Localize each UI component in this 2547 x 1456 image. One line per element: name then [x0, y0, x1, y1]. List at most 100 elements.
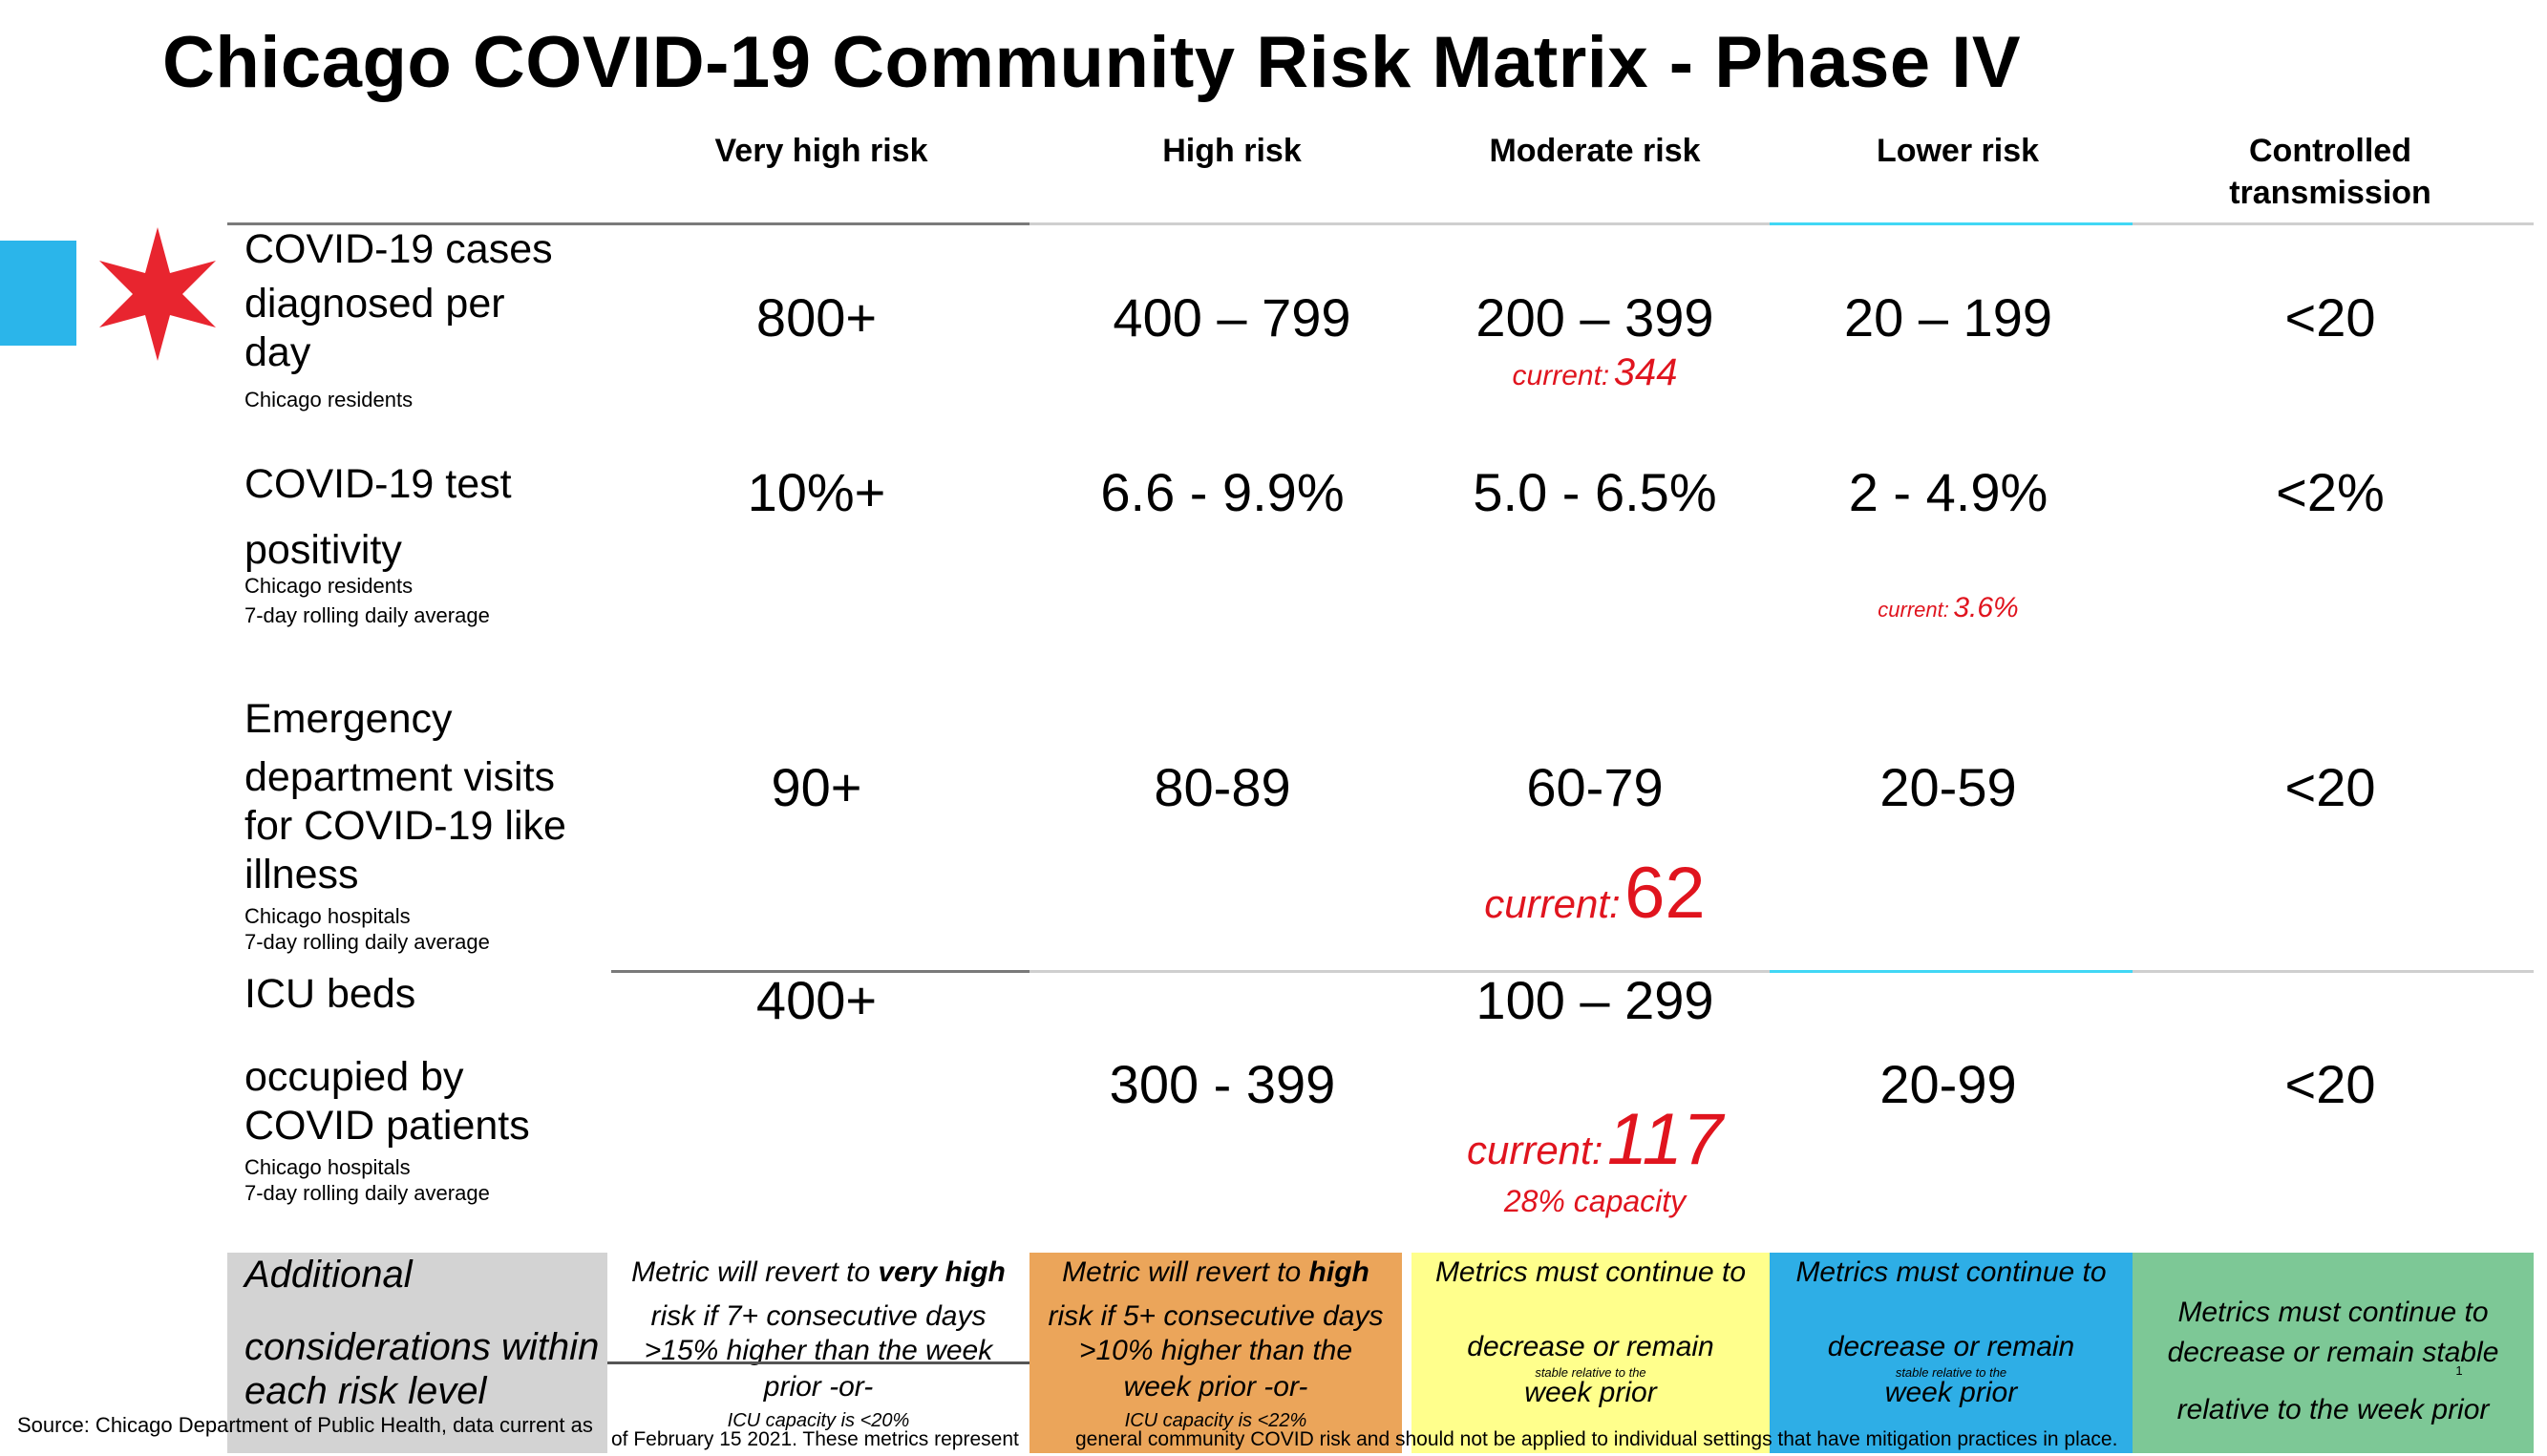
current-label: current: — [1484, 881, 1621, 926]
considerations-line: Metrics must continue to — [1434, 1256, 1747, 1288]
ed-current: current: 62 — [1413, 852, 1776, 935]
row-label-line: occupied by — [244, 1054, 464, 1100]
row-divider-cyan — [1770, 970, 2133, 973]
considerations-line: week prior — [1884, 1377, 2018, 1408]
current-label: current: — [1878, 598, 1949, 622]
row-label-line: illness — [244, 852, 359, 897]
row-label-line: Emergency — [244, 696, 453, 742]
row-sublabel: Chicago hospitals — [244, 904, 411, 928]
row-label-ed: Emergency department visits for COVID-19… — [244, 695, 626, 955]
column-header-controlled: Controlled transmission — [2139, 130, 2521, 214]
row-label-line: COVID-19 cases — [244, 226, 553, 272]
considerations-very-high-text: Metric will revert to very high risk if … — [607, 1253, 1029, 1407]
considerations-line: decrease or remain — [1827, 1331, 2075, 1362]
considerations-line: >15% higher than the week — [644, 1335, 993, 1366]
icu-moderate-value: 100 – 299 — [1475, 970, 1714, 1030]
row-label-line: department visits — [244, 754, 556, 800]
source-note-part1: Source: Chicago Department of Public Hea… — [17, 1413, 593, 1437]
considerations-line: Metric will revert to high — [1029, 1253, 1402, 1293]
ed-high-value: 80-89 — [1154, 757, 1291, 817]
considerations-tiny-text: stable relative to the — [1895, 1365, 2007, 1380]
row-divider-light-right — [2133, 970, 2534, 973]
considerations-line: week prior -or- — [1123, 1371, 1308, 1403]
cases-moderate-value: 200 – 399 — [1475, 287, 1714, 348]
current-value: 117 — [1606, 1099, 1723, 1180]
ed-controlled-value: <20 — [2284, 757, 2376, 817]
column-header-high: High risk — [1162, 133, 1302, 169]
cases-very-high-value: 800+ — [755, 287, 878, 348]
column-header-moderate: Moderate risk — [1489, 133, 1701, 169]
footnote-marker: 1 — [2455, 1363, 2463, 1378]
column-header-very-high: Very high risk — [714, 133, 928, 169]
positivity-moderate-value: 5.0 - 6.5% — [1473, 462, 1717, 522]
considerations-line: prior -or- — [763, 1371, 874, 1403]
current-value: 344 — [1613, 351, 1678, 393]
source-note-part2: of February 15 2021. These metrics repre… — [611, 1428, 1019, 1450]
considerations-very-high-cell: Metric will revert to very high risk if … — [607, 1253, 1029, 1453]
ed-very-high-value: 90+ — [771, 757, 862, 817]
row-label-line: COVID-19 test — [244, 461, 512, 507]
considerations-moderate-cell: Metrics must continue to decrease or rem… — [1411, 1253, 1770, 1453]
considerations-line: Metric will revert to very high — [607, 1253, 1029, 1293]
cases-high-value: 400 – 799 — [1113, 287, 1351, 348]
considerations-label: Additional considerations within each ri… — [244, 1253, 599, 1413]
header-divider — [227, 222, 1029, 225]
considerations-controlled-cell: 1 Metrics must continue to decrease or r… — [2133, 1253, 2534, 1453]
chicago-star-icon — [99, 227, 216, 361]
cases-lower-value: 20 – 199 — [1844, 287, 2052, 348]
current-value: 62 — [1624, 853, 1706, 934]
icu-high-value: 300 - 399 — [1109, 1054, 1336, 1114]
considerations-high-text: Metric will revert to high risk if 5+ co… — [1029, 1253, 1402, 1407]
column-header-controlled-line1: Controlled — [2249, 133, 2411, 169]
considerations-divider — [607, 1361, 1029, 1364]
header-divider-cyan — [1770, 222, 2133, 225]
considerations-line: >10% higher than the — [1078, 1335, 1353, 1366]
current-label: current: — [1512, 360, 1610, 391]
considerations-emphasis: very high — [878, 1256, 1006, 1288]
row-divider — [611, 970, 1029, 973]
row-sublabel: 7-day rolling daily average — [244, 1181, 490, 1205]
row-sublabel: Chicago residents — [244, 574, 414, 598]
positivity-high-value: 6.6 - 9.9% — [1100, 462, 1345, 522]
considerations-tiny-text: stable relative to the — [1535, 1365, 1646, 1380]
considerations-line: week prior — [1524, 1377, 1657, 1408]
row-label-line: diagnosed per — [244, 281, 505, 327]
blue-bar — [0, 241, 76, 346]
positivity-current: current: 3.6% — [1767, 592, 2130, 624]
icu-very-high-value: 400+ — [755, 970, 878, 1030]
page-title: Chicago COVID-19 Community Risk Matrix -… — [162, 22, 2022, 103]
considerations-label-line: Additional — [244, 1254, 413, 1296]
row-label-positivity: COVID-19 test positivity Chicago residen… — [244, 460, 607, 628]
icu-lower-value: 20-99 — [1879, 1054, 2017, 1114]
ed-moderate-value: 60-79 — [1526, 757, 1664, 817]
current-label: current: — [1466, 1128, 1603, 1172]
row-label-line: for COVID-19 like — [244, 803, 566, 849]
icu-capacity-note: ICU capacity is <20% — [727, 1410, 910, 1431]
cases-current: current: 344 — [1413, 351, 1776, 394]
considerations-controlled-text: Metrics must continue to decrease or rem… — [2133, 1293, 2534, 1430]
row-divider-light — [1029, 970, 1770, 973]
considerations-high-cell: Metric will revert to high risk if 5+ co… — [1029, 1253, 1402, 1453]
considerations-moderate-text: Metrics must continue to decrease or rem… — [1411, 1253, 1770, 1367]
positivity-controlled-value: <2% — [2276, 462, 2385, 522]
row-label-line: positivity — [244, 527, 402, 573]
considerations-line: decrease or remain stable — [2167, 1337, 2499, 1368]
cases-controlled-value: <20 — [2284, 287, 2376, 348]
considerations-line: risk if 5+ consecutive days — [1048, 1300, 1384, 1332]
considerations-label-line: considerations within — [244, 1326, 600, 1368]
current-value: 3.6% — [1953, 592, 2019, 623]
considerations-line-text: Metric will revert to — [1062, 1256, 1309, 1288]
considerations-line: risk if 7+ consecutive days — [650, 1300, 987, 1332]
row-sublabel: 7-day rolling daily average — [244, 603, 490, 627]
row-label-line: day — [244, 329, 311, 375]
row-label-line: ICU beds — [244, 971, 416, 1017]
considerations-emphasis: high — [1308, 1256, 1369, 1288]
row-sublabel: Chicago residents — [244, 388, 414, 411]
row-label-icu: ICU beds occupied by COVID patients Chic… — [244, 970, 626, 1206]
ed-lower-value: 20-59 — [1879, 757, 2017, 817]
column-header-controlled-line2: transmission — [2229, 175, 2431, 211]
row-sublabel: Chicago hospitals — [244, 1155, 411, 1179]
considerations-line: Metrics must continue to — [1795, 1256, 2107, 1288]
source-note-part3: general community COVID risk and should … — [1075, 1428, 2118, 1450]
considerations-lower-cell: Metrics must continue to decrease or rem… — [1770, 1253, 2133, 1453]
